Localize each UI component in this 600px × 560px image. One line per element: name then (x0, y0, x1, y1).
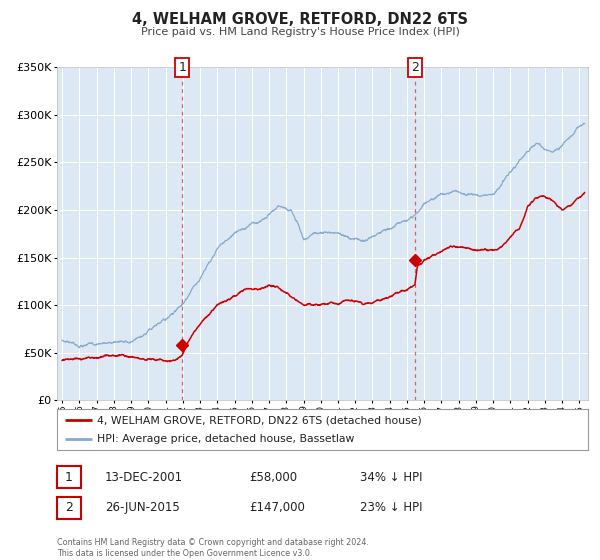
Text: 1: 1 (65, 470, 73, 484)
Text: Price paid vs. HM Land Registry's House Price Index (HPI): Price paid vs. HM Land Registry's House … (140, 27, 460, 37)
Text: 1: 1 (178, 60, 186, 74)
Text: 4, WELHAM GROVE, RETFORD, DN22 6TS: 4, WELHAM GROVE, RETFORD, DN22 6TS (132, 12, 468, 27)
Text: 23% ↓ HPI: 23% ↓ HPI (360, 501, 422, 515)
Text: 13-DEC-2001: 13-DEC-2001 (105, 470, 183, 484)
Text: 2: 2 (65, 501, 73, 515)
Text: 2: 2 (411, 60, 419, 74)
Text: 26-JUN-2015: 26-JUN-2015 (105, 501, 180, 515)
Text: 4, WELHAM GROVE, RETFORD, DN22 6TS (detached house): 4, WELHAM GROVE, RETFORD, DN22 6TS (deta… (97, 416, 422, 425)
Text: £147,000: £147,000 (249, 501, 305, 515)
Text: HPI: Average price, detached house, Bassetlaw: HPI: Average price, detached house, Bass… (97, 435, 354, 445)
Text: Contains HM Land Registry data © Crown copyright and database right 2024.
This d: Contains HM Land Registry data © Crown c… (57, 538, 369, 558)
Text: £58,000: £58,000 (249, 470, 297, 484)
Text: 34% ↓ HPI: 34% ↓ HPI (360, 470, 422, 484)
